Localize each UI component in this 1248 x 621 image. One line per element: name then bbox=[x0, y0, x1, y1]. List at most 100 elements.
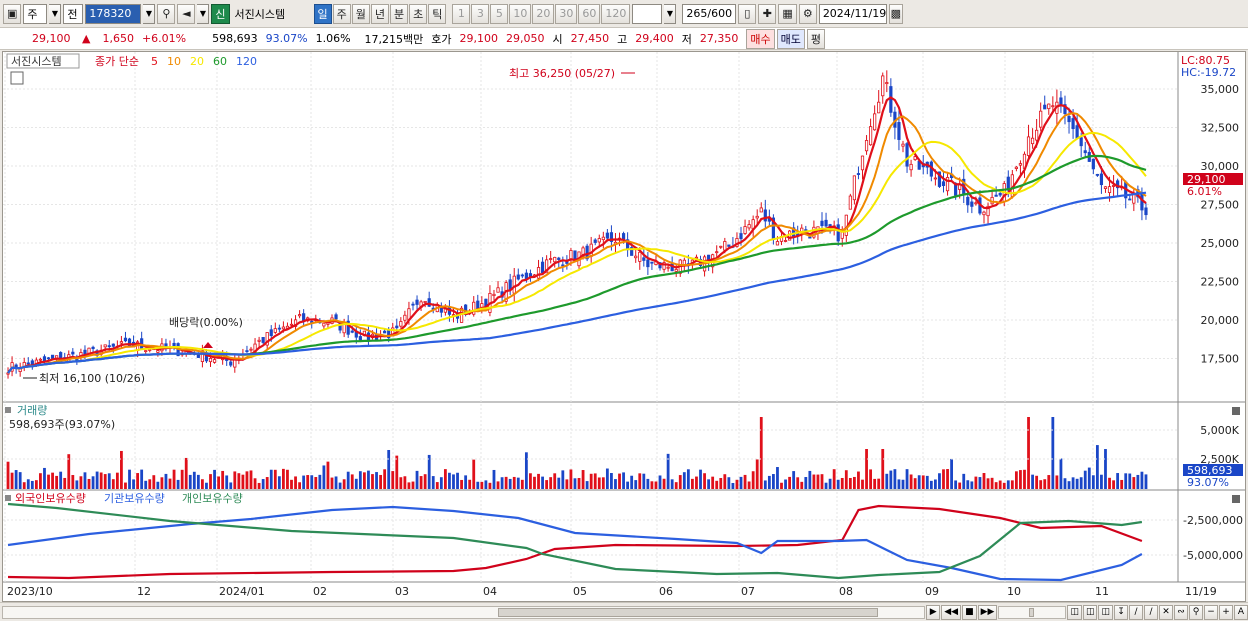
legend-ma-period[interactable]: 5 bbox=[151, 55, 158, 68]
tick-button-120[interactable]: 120 bbox=[601, 3, 631, 24]
stock-code-dropdown-icon[interactable]: ▼ bbox=[143, 3, 156, 24]
period-tab-0[interactable]: 일 bbox=[313, 3, 332, 24]
zoom-slider[interactable] bbox=[998, 605, 1067, 619]
period-tab-3[interactable]: 년 bbox=[370, 3, 390, 24]
volume-bar bbox=[180, 469, 184, 489]
chart-canvas[interactable]: 35,000 32,500 30,000 27,500 25,000 22,500 20,0… bbox=[3, 52, 1245, 601]
candle-body bbox=[630, 247, 634, 256]
search-icon[interactable]: ⚲ bbox=[157, 3, 176, 24]
period-tab-4[interactable]: 분 bbox=[390, 3, 409, 24]
volume-bar bbox=[755, 459, 759, 489]
extra-input[interactable] bbox=[632, 3, 663, 24]
scroll-thumb[interactable] bbox=[498, 607, 878, 617]
candle-type-icon[interactable]: ▯ bbox=[738, 3, 757, 24]
holding-close-icon[interactable] bbox=[1232, 495, 1240, 503]
zoom-slider-handle[interactable] bbox=[1029, 607, 1035, 617]
speaker-icon[interactable]: ◄ bbox=[177, 3, 196, 24]
grid-toggle-icon[interactable] bbox=[10, 71, 24, 85]
volume-bar bbox=[1075, 478, 1079, 489]
volume-bar bbox=[994, 482, 998, 489]
font-size-icon[interactable]: A bbox=[1234, 604, 1248, 620]
buy-button[interactable]: 매수 bbox=[746, 28, 775, 49]
tick-button-60[interactable]: 60 bbox=[578, 3, 601, 24]
calendar-icon[interactable]: ▩ bbox=[888, 3, 903, 24]
trend-tool-icon[interactable]: ∕ bbox=[1129, 604, 1143, 620]
period-tab-1[interactable]: 주 bbox=[332, 3, 351, 24]
last-page-icon[interactable]: ▶▶ bbox=[977, 604, 998, 620]
volume-bar bbox=[1120, 479, 1124, 489]
stock-code-input[interactable]: 178320 bbox=[85, 3, 142, 24]
candle-body bbox=[1144, 207, 1148, 216]
legend-ma-period[interactable]: 60 bbox=[213, 55, 227, 68]
volume-bar bbox=[51, 472, 54, 489]
erase-tool-icon[interactable]: ✕ bbox=[1159, 604, 1173, 620]
legend-ma-period[interactable]: 10 bbox=[167, 55, 181, 68]
first-page-icon[interactable]: ◀◀ bbox=[941, 604, 962, 620]
tick-button-5[interactable]: 5 bbox=[490, 3, 509, 24]
count-input[interactable]: 265/600 bbox=[682, 3, 737, 24]
period-main-select[interactable]: 주 bbox=[23, 3, 48, 24]
x-axis-label: 10 bbox=[1007, 585, 1021, 598]
open-label: 시 bbox=[552, 32, 563, 46]
sell-button[interactable]: 매도 bbox=[776, 28, 805, 49]
zoom-in-icon[interactable]: + bbox=[1219, 604, 1233, 620]
chevron-down-icon[interactable]: ▼ bbox=[49, 3, 62, 24]
average-button[interactable]: 평 bbox=[806, 28, 826, 49]
chart-area[interactable]: 35,000 32,500 30,000 27,500 25,000 22,500 20,0… bbox=[2, 51, 1246, 602]
period-tab-6[interactable]: 틱 bbox=[428, 3, 447, 24]
volume-close-icon[interactable] bbox=[1232, 407, 1240, 415]
x-axis-label: 09 bbox=[925, 585, 939, 598]
holding-series-label[interactable]: 개인보유수량 bbox=[182, 492, 243, 505]
tick-button-30[interactable]: 30 bbox=[555, 3, 578, 24]
prev-select[interactable]: 전 bbox=[63, 3, 84, 24]
volume-bar bbox=[395, 455, 399, 489]
holding-pane-icon[interactable] bbox=[5, 495, 11, 501]
holding-series-label[interactable]: 외국인보유수량 bbox=[15, 492, 86, 505]
volume-bar bbox=[950, 458, 953, 489]
candle-body bbox=[289, 323, 294, 326]
tick-button-10[interactable]: 10 bbox=[509, 3, 532, 24]
stop-icon[interactable]: ■ bbox=[962, 604, 977, 620]
volume-pane-icon[interactable] bbox=[5, 407, 11, 413]
save-icon[interactable]: ▦ bbox=[778, 3, 797, 24]
tick-button-3[interactable]: 3 bbox=[471, 3, 490, 24]
volume-bar bbox=[861, 479, 864, 489]
volume-bar bbox=[415, 470, 419, 489]
volume-bar bbox=[533, 476, 536, 489]
legend-ma-period[interactable]: 20 bbox=[190, 55, 204, 68]
legend-ma-period[interactable]: 120 bbox=[236, 55, 257, 68]
tick-button-20[interactable]: 20 bbox=[532, 3, 555, 24]
candle-body bbox=[1079, 137, 1083, 147]
scroll-right-icon[interactable]: ▶ bbox=[926, 604, 941, 620]
candle-body bbox=[727, 244, 731, 247]
volume-bar bbox=[812, 474, 816, 489]
holding-series-label[interactable]: 기관보유수량 bbox=[104, 492, 165, 505]
extra-dropdown-icon[interactable]: ▼ bbox=[664, 3, 677, 24]
overlay-icon[interactable]: ◫ bbox=[1098, 604, 1113, 620]
compare-icon[interactable]: ◫ bbox=[1082, 604, 1098, 620]
volume-bar bbox=[832, 469, 836, 489]
speaker-dropdown-icon[interactable]: ▼ bbox=[197, 3, 210, 24]
scroll-track[interactable] bbox=[2, 605, 926, 619]
crosshair-icon[interactable]: ✚ bbox=[758, 3, 777, 24]
volume-reading: 598,693주(93.07%) bbox=[9, 418, 115, 431]
volume-bar bbox=[674, 482, 678, 489]
period-tab-5[interactable]: 초 bbox=[409, 3, 428, 24]
layout-icon[interactable]: ▣ bbox=[3, 3, 22, 24]
zoom-out-icon[interactable]: − bbox=[1204, 604, 1218, 620]
date-input[interactable]: 2024/11/19 bbox=[818, 3, 887, 24]
magnet-icon[interactable]: ∾ bbox=[1174, 604, 1188, 620]
volume-bar bbox=[419, 476, 423, 489]
zoom-icon[interactable]: ⚲ bbox=[1189, 604, 1203, 620]
volume-bar bbox=[120, 450, 123, 489]
volume-bar bbox=[431, 476, 435, 489]
ruler-icon[interactable]: ↧ bbox=[1114, 604, 1128, 620]
gear-icon[interactable]: ⚙ bbox=[798, 3, 817, 24]
volume-bar bbox=[423, 474, 427, 489]
tick-button-1[interactable]: 1 bbox=[452, 3, 471, 24]
draw-tool-icon[interactable]: ∕ bbox=[1144, 604, 1158, 620]
legend-name-box[interactable] bbox=[6, 53, 80, 69]
volume-bar bbox=[865, 449, 868, 489]
period-tab-2[interactable]: 월 bbox=[351, 3, 370, 24]
split-icon[interactable]: ◫ bbox=[1067, 604, 1082, 620]
